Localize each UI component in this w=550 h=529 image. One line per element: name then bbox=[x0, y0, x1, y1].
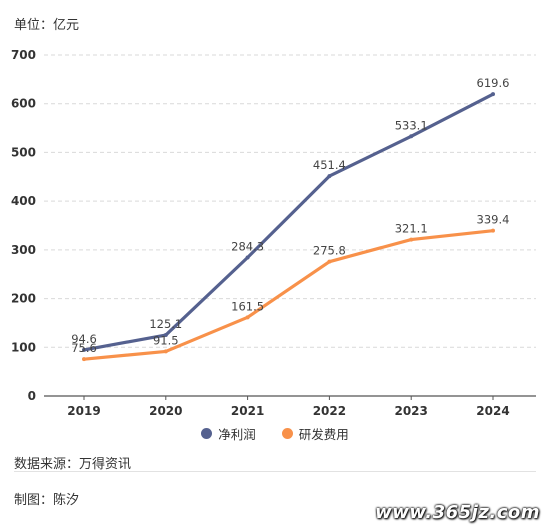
data-label: 619.6 bbox=[477, 76, 510, 90]
y-tick-label: 600 bbox=[11, 97, 36, 111]
legend-item-rd-expense[interactable]: 研发费用 bbox=[281, 424, 349, 443]
data-point bbox=[409, 237, 414, 242]
legend: 净利润 研发费用 bbox=[0, 424, 550, 443]
divider bbox=[14, 471, 536, 472]
data-point bbox=[82, 357, 86, 362]
data-point bbox=[491, 92, 495, 97]
data-label: 75.6 bbox=[71, 341, 97, 355]
data-point bbox=[491, 228, 495, 233]
data-point bbox=[82, 347, 86, 352]
data-point bbox=[163, 349, 168, 354]
y-tick-label: 100 bbox=[11, 340, 36, 354]
data-label: 533.1 bbox=[395, 118, 428, 132]
data-point bbox=[163, 333, 168, 338]
x-tick-label: 2022 bbox=[313, 404, 346, 418]
legend-marker-rd-expense bbox=[281, 428, 293, 439]
data-point bbox=[245, 255, 250, 260]
data-label: 339.4 bbox=[477, 213, 510, 227]
author-note: 制图：陈汐 bbox=[14, 493, 80, 508]
legend-label-rd-expense: 研发费用 bbox=[298, 427, 349, 442]
x-tick-label: 2024 bbox=[476, 404, 509, 418]
grid-lines bbox=[44, 54, 536, 397]
series-line-net-profit bbox=[82, 92, 495, 352]
data-label: 94.6 bbox=[71, 332, 97, 346]
data-label: 161.5 bbox=[231, 299, 264, 313]
data-labels: 94.6 125.1 284.3 451.4 533.1 619.6 75.6 91.5 161… bbox=[71, 76, 509, 355]
data-point bbox=[245, 315, 250, 320]
legend-label-net-profit: 净利润 bbox=[218, 427, 256, 442]
x-tick-label: 2023 bbox=[394, 404, 427, 418]
data-point bbox=[327, 259, 332, 264]
data-label: 275.8 bbox=[313, 244, 346, 258]
x-tick-label: 2019 bbox=[67, 404, 100, 418]
legend-marker-net-profit bbox=[201, 428, 213, 439]
y-tick-label: 700 bbox=[11, 48, 36, 62]
x-tick-label: 2021 bbox=[231, 404, 264, 418]
data-label: 284.3 bbox=[231, 240, 264, 254]
y-axis-ticks: 0 100 200 300 400 500 600 700 bbox=[11, 48, 36, 403]
data-label: 125.1 bbox=[149, 317, 182, 331]
y-tick-label: 300 bbox=[11, 243, 36, 257]
data-point bbox=[409, 134, 414, 139]
legend-item-net-profit[interactable]: 净利润 bbox=[201, 424, 256, 443]
data-point bbox=[327, 174, 332, 179]
source-note: 数据来源：万得资讯 bbox=[14, 457, 132, 472]
y-tick-label: 400 bbox=[11, 194, 36, 208]
y-tick-label: 500 bbox=[11, 145, 36, 159]
watermark: www.365jz.com bbox=[375, 502, 540, 523]
y-tick-label: 0 bbox=[28, 389, 36, 403]
x-tick-label: 2020 bbox=[149, 404, 182, 418]
data-label: 451.4 bbox=[313, 158, 346, 172]
y-tick-label: 200 bbox=[11, 292, 36, 306]
data-label: 91.5 bbox=[153, 333, 179, 347]
unit-label: 单位：亿元 bbox=[14, 18, 80, 33]
series-line-rd-expense bbox=[82, 229, 495, 361]
data-label: 321.1 bbox=[395, 222, 428, 236]
x-axis-ticks: 2019 2020 2021 2022 2023 2024 bbox=[67, 396, 510, 418]
series-lines bbox=[82, 92, 495, 362]
